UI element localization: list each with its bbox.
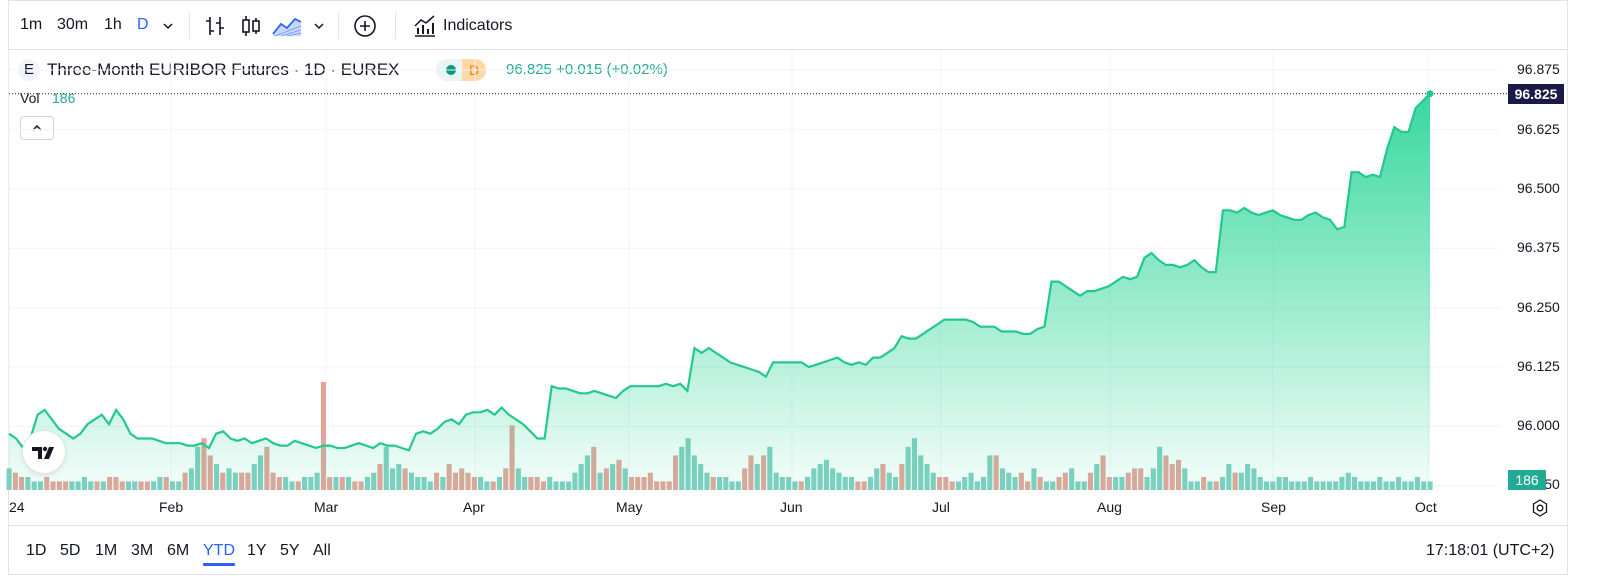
candles-chart-type-icon[interactable]: [237, 12, 265, 40]
price-area: [9, 93, 1430, 491]
y-tick: 96.500: [1517, 180, 1560, 196]
price-line: [8, 93, 1431, 452]
range-5y[interactable]: 5Y: [280, 542, 300, 559]
price-chart[interactable]: [0, 50, 1602, 500]
range-3m[interactable]: 3M: [131, 542, 154, 559]
last-price-tag: 96.825: [1508, 84, 1564, 104]
x-tick: 24: [9, 499, 25, 515]
tradingview-logo[interactable]: [23, 431, 65, 473]
range-all[interactable]: All: [313, 542, 331, 559]
y-tick: 96.000: [1517, 417, 1560, 433]
volume-tag: 186: [1508, 470, 1546, 490]
area-chart-type-icon[interactable]: [271, 12, 303, 40]
range-1m[interactable]: 1M: [95, 542, 118, 559]
range-6m[interactable]: 6M: [167, 542, 190, 559]
range-1y[interactable]: 1Y: [247, 542, 267, 559]
range-1d[interactable]: 1D: [26, 542, 47, 559]
range-ytd[interactable]: YTD: [203, 542, 235, 566]
y-tick: 96.875: [1517, 61, 1560, 77]
y-tick: 96.125: [1517, 358, 1560, 374]
compare-add-icon[interactable]: [351, 12, 379, 40]
volume-bar: [1427, 481, 1433, 490]
interval-1h[interactable]: 1h: [104, 16, 122, 33]
top-toolbar: 1m 30m 1h D Indicators: [9, 1, 1567, 50]
y-tick: 96.250: [1517, 299, 1560, 315]
x-tick: Apr: [463, 499, 485, 515]
x-tick: Jul: [932, 499, 950, 515]
x-tick: Oct: [1415, 499, 1437, 515]
x-tick: Mar: [314, 499, 339, 515]
indicators-label: Indicators: [443, 17, 513, 34]
last-price-marker: [1426, 90, 1434, 98]
chevron-down-icon[interactable]: [309, 12, 329, 40]
x-tick: May: [616, 499, 643, 515]
interval-1m[interactable]: 1m: [20, 16, 43, 33]
bar-chart-type-icon[interactable]: [201, 12, 229, 40]
x-tick: Sep: [1261, 499, 1286, 515]
collapse-legend-button[interactable]: [20, 116, 54, 140]
timezone-clock[interactable]: 17:18:01 (UTC+2): [1426, 542, 1555, 559]
toolbar-divider: [338, 13, 339, 39]
toolbar-divider: [189, 13, 190, 39]
tradingview-logo-icon: [32, 446, 54, 459]
settings-icon[interactable]: [1530, 498, 1550, 518]
bottom-toolbar: 1D 5D 1M 3M 6M YTD 1Y 5Y All 17:18:01 (U…: [9, 525, 1567, 575]
toolbar-divider: [395, 13, 396, 39]
x-tick: Feb: [159, 499, 184, 515]
chevron-down-icon[interactable]: [158, 12, 178, 40]
interval-30m[interactable]: 30m: [57, 16, 89, 33]
x-tick: Aug: [1097, 499, 1122, 515]
volume-bar: [320, 382, 326, 490]
indicators-icon: [414, 15, 435, 37]
x-tick: Jun: [780, 499, 803, 515]
interval-d[interactable]: D: [137, 16, 149, 33]
range-5d[interactable]: 5D: [60, 542, 81, 559]
chevron-up-icon: [32, 124, 42, 131]
y-tick: 96.375: [1517, 239, 1560, 255]
y-tick: 96.625: [1517, 121, 1560, 137]
